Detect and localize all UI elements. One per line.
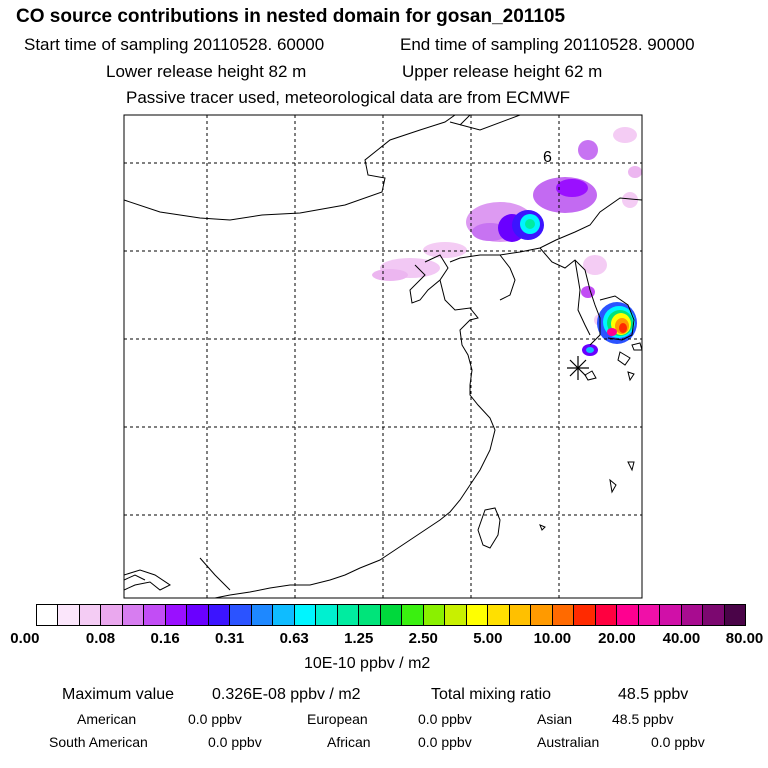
- colorbar-swatch: [617, 605, 639, 625]
- colorbar-tick-label: 10.00: [533, 630, 572, 647]
- colorbar-tick-label: 80.00: [725, 630, 764, 647]
- colorbar-swatch: [402, 605, 424, 625]
- colorbar-tick-label: 0.31: [215, 630, 245, 647]
- colorbar-swatch: [273, 605, 295, 625]
- total-mixing-value: 48.5 ppbv: [618, 686, 689, 703]
- coastline-layer: [124, 115, 642, 598]
- colorbar-swatch: [37, 605, 59, 625]
- colorbar-swatch: [230, 605, 252, 625]
- colorbar-swatch: [380, 605, 403, 625]
- colorbar-swatch: [574, 605, 596, 625]
- colorbar-swatch: [187, 605, 209, 625]
- source-value: 0.0 ppbv: [418, 734, 472, 750]
- source-name: African: [327, 734, 371, 750]
- end-time-label: End time of sampling 20110528. 90000: [400, 35, 695, 54]
- colorbar-swatch: [445, 605, 467, 625]
- upper-release-height: Upper release height 62 m: [402, 62, 603, 81]
- colorbar-tick-label: 1.25: [344, 630, 374, 647]
- colorbar-swatch: [208, 605, 231, 625]
- colorbar-swatch: [251, 605, 274, 625]
- colorbar-swatch: [79, 605, 102, 625]
- source-name: Australian: [537, 734, 600, 750]
- colorbar-swatch: [531, 605, 553, 625]
- colorbar-tick-label: 20.00: [598, 630, 636, 647]
- colorbar-tick-label: 5.00: [473, 630, 503, 647]
- release-site-marker: [567, 356, 589, 380]
- colorbar-swatch: [660, 605, 682, 625]
- colorbar-swatch: [294, 605, 317, 625]
- lower-release-height: Lower release height 82 m: [106, 62, 307, 81]
- colorbar-tick-label: 0.16: [150, 630, 180, 647]
- start-time-label: Start time of sampling 20110528. 60000: [24, 35, 325, 54]
- colorbar-swatch: [466, 605, 489, 625]
- source-value: 0.0 ppbv: [208, 734, 262, 750]
- colorbar-tick-label: 0.00: [10, 630, 40, 647]
- chart-title: CO source contributions in nested domain…: [16, 6, 566, 27]
- map-frame: [123, 114, 643, 599]
- source-value: 0.0 ppbv: [188, 711, 242, 727]
- colorbar-swatch: [724, 605, 745, 625]
- source-name: European: [307, 711, 368, 727]
- colorbar-swatch: [638, 605, 661, 625]
- total-mixing-label: Total mixing ratio: [431, 686, 552, 703]
- colorbar-tick-label: 40.00: [662, 630, 701, 647]
- colorbar-swatch: [144, 605, 166, 625]
- source-value: 0.0 ppbv: [651, 734, 705, 750]
- colorbar-swatch: [552, 605, 575, 625]
- max-value: 0.326E-08 ppbv / m2: [212, 686, 361, 703]
- colorbar-swatch: [359, 605, 381, 625]
- source-value: 48.5 ppbv: [612, 711, 674, 727]
- colorbar-swatch: [488, 605, 510, 625]
- tracer-note: Passive tracer used, meteorological data…: [126, 88, 571, 107]
- colorbar-swatch: [423, 605, 446, 625]
- colorbar-swatch: [165, 605, 188, 625]
- plume-layer: [372, 127, 642, 356]
- colorbar-swatch: [316, 605, 338, 625]
- colorbar-swatch: [703, 605, 725, 625]
- source-name: Asian: [537, 711, 573, 727]
- max-value-label: Maximum value: [62, 686, 175, 703]
- colorbar-unit: 10E-10 ppbv / m2: [304, 655, 431, 672]
- colorbar: [36, 604, 746, 626]
- time-step-label: 6: [543, 149, 552, 166]
- grid-layer: [124, 115, 642, 598]
- colorbar-swatch: [101, 605, 123, 625]
- source-name: American: [77, 711, 137, 727]
- colorbar-swatch: [58, 605, 80, 625]
- source-name: South American: [49, 734, 148, 750]
- colorbar-swatch: [122, 605, 145, 625]
- colorbar-tick-label: 0.63: [279, 630, 309, 647]
- colorbar-swatch: [681, 605, 704, 625]
- colorbar-swatch: [595, 605, 618, 625]
- colorbar-tick-label: 2.50: [408, 630, 438, 647]
- colorbar-swatch: [509, 605, 532, 625]
- colorbar-swatch: [337, 605, 360, 625]
- colorbar-tick-label: 0.08: [85, 630, 116, 647]
- source-value: 0.0 ppbv: [418, 711, 472, 727]
